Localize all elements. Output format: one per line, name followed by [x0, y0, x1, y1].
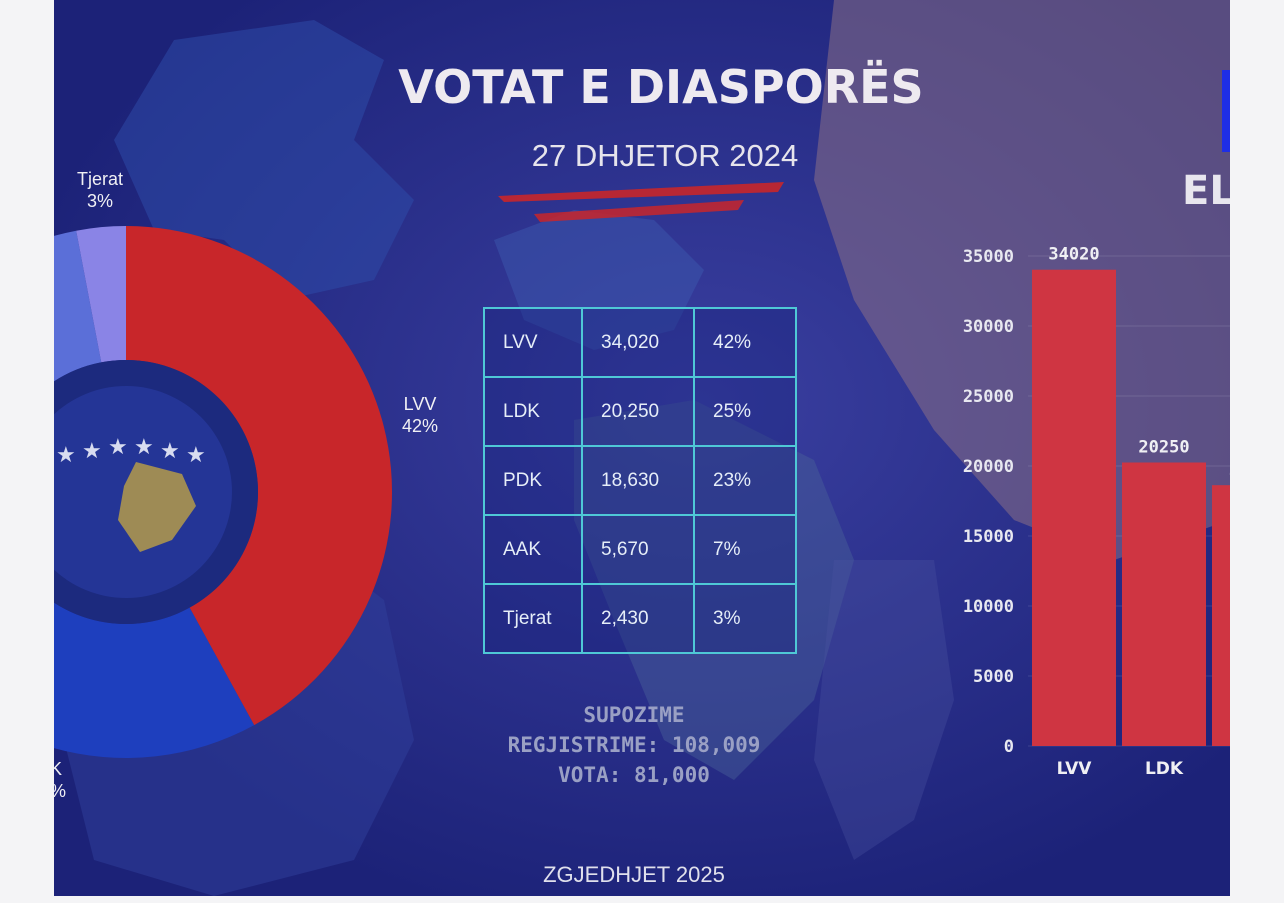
star-icon: ★ [108, 435, 128, 460]
partial-heading: EL [1182, 168, 1230, 214]
note-votes: VOTA: 81,000 [558, 763, 710, 787]
pie-slice-aak [54, 230, 102, 382]
footer-text: ZGJEDHJET 2025 [543, 862, 725, 887]
note-heading: SUPOZIME [583, 703, 685, 727]
pie-label-tjerat-pct: 3% [86, 191, 113, 211]
table-row: LVV 34,020 42% [483, 307, 797, 378]
bar-ldk [1122, 462, 1206, 746]
y-tick-label: 20000 [963, 457, 1014, 477]
percent-cell: 42% [693, 307, 797, 378]
pie-label-cut: K % [54, 758, 66, 802]
star-icon: ★ [56, 443, 76, 468]
poster-title: VOTAT E DIASPORËS [398, 60, 924, 114]
party-cell: PDK [483, 445, 583, 516]
table-row: Tjerat 2,430 3% [483, 583, 797, 654]
pie-slice-ldk [54, 602, 255, 758]
table-row: AAK 5,670 7% [483, 514, 797, 585]
blue-accent-block [1222, 70, 1230, 152]
pie-label-lvv: LVV 42% [390, 393, 450, 437]
votes-cell: 2,430 [581, 583, 695, 654]
y-tick-label: 35000 [963, 247, 1014, 267]
y-tick-label: 10000 [963, 597, 1014, 617]
bar-pdk [1212, 485, 1230, 746]
bar-chart: 0 5000 10000 15000 20000 25000 30000 35000 34020… [963, 245, 1230, 779]
star-icon: ★ [186, 443, 206, 468]
pie-label-tjerat: Tjerat 3% [62, 168, 138, 212]
party-cell: Tjerat [483, 583, 583, 654]
pie-label-lvv-name: LVV [403, 394, 437, 414]
pie-slice-lvv [126, 226, 393, 726]
y-tick-label: 5000 [973, 667, 1014, 687]
poster-date: 27 DHJETOR 2024 [531, 138, 799, 173]
percent-cell: 23% [693, 445, 797, 516]
poster: ★★★★★★ Tjerat 3% LVV 42% K % VOTAT E DIA… [54, 0, 1230, 896]
table-row: LDK 20,250 25% [483, 376, 797, 447]
bar-data-label: 34020 [1048, 245, 1099, 265]
y-tick-label: 25000 [963, 387, 1014, 407]
star-icon: ★ [134, 435, 154, 460]
table-row: PDK 18,630 23% [483, 445, 797, 516]
pie-label-cut-name: K [54, 759, 63, 779]
pie-slice-tjerat [76, 226, 126, 363]
kosovo-map-icon [118, 462, 196, 552]
star-icon: ★ [82, 439, 102, 464]
results-table: LVV 34,020 42% LDK 20,250 25% PDK 18,630 23% AAK 5… [483, 307, 797, 654]
party-cell: LVV [483, 307, 583, 378]
y-tick-label: 30000 [963, 317, 1014, 337]
percent-cell: 3% [693, 583, 797, 654]
x-tick-label: LDK [1145, 759, 1184, 779]
votes-cell: 5,670 [581, 514, 695, 585]
pie-label-cut-pct: % [54, 780, 66, 802]
party-cell: LDK [483, 376, 583, 447]
x-tick-label: LVV [1057, 759, 1093, 779]
note-registrations: REGJISTRIME: 108,009 [507, 733, 761, 757]
y-tick-label: 15000 [963, 527, 1014, 547]
pie-label-lvv-pct: 42% [401, 416, 439, 436]
y-tick-label: 0 [1004, 737, 1014, 757]
donut-chart: ★ ★ ★ ★ ★ ★ [54, 226, 393, 758]
percent-cell: 7% [693, 514, 797, 585]
star-icon: ★ [160, 439, 180, 464]
percent-cell: 25% [693, 376, 797, 447]
assumptions-note: SUPOZIME REGJISTRIME: 108,009 VOTA: 81,0… [464, 700, 804, 790]
party-cell: AAK [483, 514, 583, 585]
bar-data-label: 18630 [1228, 460, 1230, 480]
votes-cell: 18,630 [581, 445, 695, 516]
red-brush-stroke [498, 182, 784, 222]
votes-cell: 20,250 [581, 376, 695, 447]
bar-data-label: 20250 [1138, 438, 1189, 458]
votes-cell: 34,020 [581, 307, 695, 378]
pie-label-tjerat-name: Tjerat [76, 169, 123, 189]
bar-lvv [1032, 269, 1116, 746]
